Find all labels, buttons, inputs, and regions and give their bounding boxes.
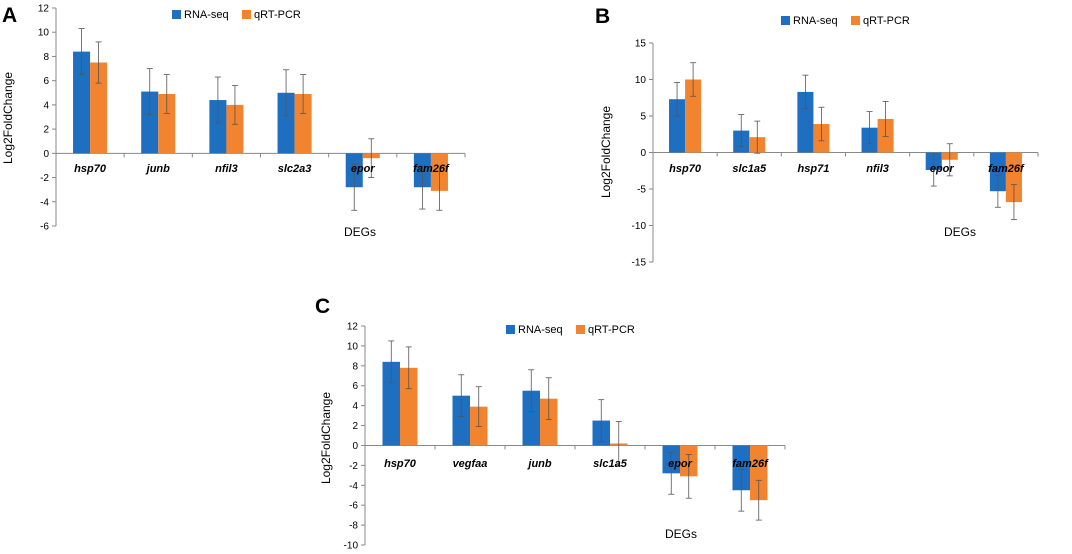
category-label: fam26f [413,163,450,175]
category-label: epor [930,163,955,175]
bar-rna-seq-junb [522,390,540,446]
legend-label-qrt-pcr: qRT-PCR [863,15,910,27]
bar-qrt-pcr-fam26f [1005,152,1022,203]
bar-rna-seq-hsp70 [669,99,686,153]
y-tick-label: -10 [632,221,647,232]
y-tick-label: 12 [38,4,50,15]
legend-swatch-qrt-pcr [242,10,251,19]
chart-panel-a: A -6 -4 -2 0 2 4 6 8 10 12 Log2FoldChange DEGs RNA-se… [1,4,466,239]
y-tick-label: 15 [635,39,647,50]
legend-swatch-rna-seq [506,325,515,334]
y-tick-label: -5 [637,185,646,196]
y-tick-label: 0 [43,149,49,160]
category-label: epor [668,458,693,470]
y-tick-label: -15 [632,258,647,269]
bar-qrt-pcr-hsp70 [400,367,418,446]
bar-qrt-pcr-junb [540,398,558,446]
legend-swatch-rna-seq [781,16,790,25]
y-tick-label: 0 [640,148,646,159]
y-tick-label: 4 [352,401,358,412]
bar-rna-seq-nfil3 [209,100,227,154]
legend-label-rna-seq: RNA-seq [184,9,229,21]
y-tick-label: 6 [43,76,49,87]
y-tick-label: 10 [635,75,647,86]
y-tick-label: -10 [344,541,359,552]
category-label: hsp70 [74,163,107,175]
y-tick-label: 5 [640,112,646,123]
y-axis-label: Log2FoldChange [1,72,15,164]
bar-qrt-pcr-hsp70 [685,79,702,153]
x-axis-label: DEGs [344,225,376,239]
category-label: junb [526,458,551,470]
category-label: slc2a3 [278,163,312,175]
category-label: junb [145,163,170,175]
category-label: fam26f [988,163,1025,175]
bar-qrt-pcr-nfil3 [226,104,244,154]
y-axis-label: Log2FoldChange [319,392,333,484]
bar-rna-seq-hsp70 [73,51,91,154]
y-tick-label: 4 [43,100,49,111]
bar-qrt-pcr-hsp70 [90,62,108,154]
chart-panel-b: B -15 -10 -5 0 5 10 15 Log2FoldChange DEGs RNA-seq… [595,5,1039,269]
bar-rna-seq-hsp70 [382,361,400,446]
panel-letter: C [315,295,330,318]
category-label: hsp70 [384,458,417,470]
chart-panel-c: C -10 -8 -6 -4 -2 0 2 4 6 8 10 12 Log2FoldChange DEGs R… [315,295,786,552]
category-label: hsp70 [669,163,702,175]
y-tick-label: -2 [349,461,358,472]
bar-qrt-pcr-slc2a3 [294,93,312,154]
y-tick-label: 8 [352,361,358,372]
bar-rna-seq-fam26f [989,152,1006,192]
y-axis-label: Log2FoldChange [599,106,613,198]
category-label: hsp71 [798,163,830,175]
y-tick-label: 6 [352,381,358,392]
bar-qrt-pcr-fam26f [750,445,768,501]
y-tick-label: -4 [349,481,358,492]
category-label: slc1a5 [593,458,628,470]
y-tick-label: -6 [40,222,49,233]
category-label: epor [351,163,376,175]
y-tick-label: 12 [347,322,359,333]
legend-swatch-rna-seq [172,10,181,19]
bar-rna-seq-junb [141,91,159,154]
panel-letter: B [595,5,610,28]
category-label: nfil3 [866,163,889,175]
legend-swatch-qrt-pcr [851,16,860,25]
x-axis-label: DEGs [665,527,697,541]
y-tick-label: -2 [40,173,49,184]
category-label: slc1a5 [732,163,767,175]
y-tick-label: -8 [349,521,358,532]
y-tick-label: 0 [352,441,358,452]
legend-swatch-qrt-pcr [576,325,585,334]
y-tick-label: 10 [347,341,359,352]
category-label: vegfaa [453,458,488,470]
bar-rna-seq-vegfaa [452,395,470,446]
y-tick-label: 8 [43,52,49,63]
x-axis-label: DEGs [944,225,976,239]
category-label: nfil3 [215,163,238,175]
legend-label-rna-seq: RNA-seq [793,15,838,27]
bar-rna-seq-fam26f [732,445,750,491]
y-tick-label: 2 [352,421,358,432]
bar-rna-seq-hsp71 [797,91,814,153]
legend-label-qrt-pcr: qRT-PCR [254,9,301,21]
y-tick-label: -4 [40,197,49,208]
legend-label-qrt-pcr: qRT-PCR [588,324,635,336]
category-label: fam26f [732,458,769,470]
legend-label-rna-seq: RNA-seq [518,324,563,336]
y-tick-label: -6 [349,501,358,512]
bar-qrt-pcr-junb [158,93,176,154]
bar-rna-seq-slc2a3 [277,92,295,154]
panel-letter: A [2,4,17,27]
y-tick-label: 2 [43,125,49,136]
y-tick-label: 10 [38,28,50,39]
